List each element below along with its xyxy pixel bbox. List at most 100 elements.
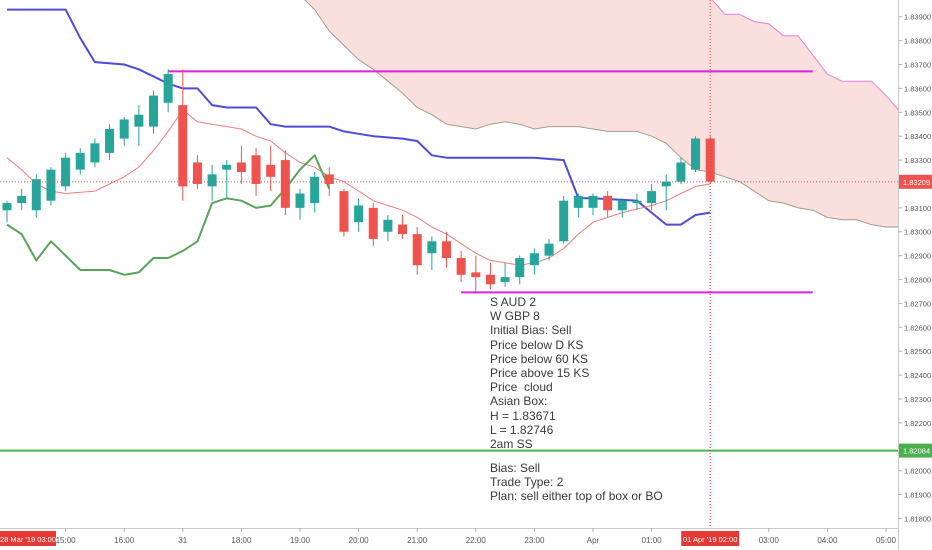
- x-cursor-badge: [681, 531, 740, 546]
- y-tick-label: 1.82500: [904, 347, 931, 356]
- candle: [119, 117, 129, 146]
- candle-body: [500, 277, 510, 282]
- candle: [383, 215, 393, 242]
- candle: [251, 148, 261, 196]
- x-start-badge: [0, 531, 56, 546]
- lagging-line: [6, 154, 331, 276]
- x-tick-label: 19:00: [290, 536, 311, 545]
- x-tick-label: 01:00: [642, 536, 663, 545]
- candle-body: [163, 74, 173, 103]
- candle-body: [2, 203, 12, 211]
- x-tick-label: 05:00: [876, 536, 897, 545]
- x-tick-label: 03:00: [759, 536, 780, 545]
- annotation-line: Bias: Sell: [490, 461, 541, 475]
- candle-body: [310, 176, 320, 204]
- candle-body: [456, 258, 466, 275]
- candle: [31, 174, 41, 218]
- level-label: 1.82084: [903, 447, 930, 456]
- annotation-block-2: Bias: Sell Trade Type: 2 Plan: sell either…: [490, 461, 663, 504]
- candle: [442, 231, 451, 268]
- y-tick-label: 1.83100: [904, 204, 931, 213]
- candle-body: [222, 164, 232, 170]
- annotation-line: Price below 60 KS: [490, 351, 589, 366]
- candle-body: [559, 200, 569, 242]
- candle: [295, 188, 305, 220]
- annotation-line: Trade Type: 2: [490, 475, 564, 490]
- candle-body: [442, 241, 451, 259]
- annotation-line: Asian Box:: [490, 394, 548, 409]
- candle-body: [324, 174, 334, 184]
- candle-body: [617, 200, 627, 211]
- candle-body: [485, 274, 495, 285]
- candle: [661, 174, 671, 211]
- candle-body: [31, 179, 41, 211]
- candle: [617, 198, 627, 218]
- y-tick-label: 1.82800: [904, 276, 931, 285]
- candle: [559, 195, 569, 244]
- x-cursor-label: 01 Apr '19 02:00: [683, 535, 737, 544]
- candle: [676, 157, 686, 184]
- candle-body: [280, 160, 290, 208]
- box-lines: [168, 70, 813, 294]
- x-tick-label: 23:00: [524, 536, 545, 545]
- candle-body: [119, 119, 129, 139]
- candle: [310, 172, 320, 213]
- candle: [412, 226, 422, 275]
- y-tick-label: 1.81800: [904, 514, 931, 523]
- candle: [588, 193, 598, 216]
- candle: [17, 188, 27, 211]
- candle-body: [647, 191, 657, 204]
- candle-body: [236, 162, 246, 173]
- ichimoku-cloud: [304, 0, 901, 227]
- y-tick-label: 1.82400: [904, 371, 931, 380]
- candle: [75, 148, 85, 175]
- candle-body: [251, 155, 261, 184]
- candle-body: [339, 191, 349, 232]
- candle-body: [398, 224, 408, 235]
- span-b-line: [711, 0, 901, 113]
- candle: [647, 183, 657, 211]
- candle-body: [105, 129, 115, 153]
- candle-body: [17, 195, 27, 204]
- candle: [178, 69, 188, 201]
- candle-body: [705, 138, 715, 182]
- candle-body: [295, 193, 305, 208]
- candle-body: [691, 138, 701, 170]
- price-axis-bg: [898, 0, 932, 550]
- candle-body: [661, 181, 671, 187]
- annotation-line: Price above 15 KS: [490, 366, 590, 381]
- x-tick-label: 20:00: [349, 536, 370, 545]
- candle-body: [573, 195, 583, 208]
- y-tick-label: 1.82900: [904, 252, 931, 261]
- annotation-line: Plan: sell either top of box or BO: [490, 489, 663, 504]
- y-tick-label: 1.83300: [904, 156, 931, 165]
- y-tick-label: 1.83800: [904, 37, 931, 46]
- candle: [368, 203, 378, 247]
- candle: [134, 105, 144, 146]
- candle: [149, 90, 158, 134]
- y-tick-label: 1.83900: [904, 13, 931, 22]
- y-tick-label: 1.82600: [904, 323, 931, 332]
- candle: [207, 164, 217, 201]
- candle: [354, 198, 364, 232]
- candle-body: [46, 169, 56, 201]
- y-tick-label: 1.82700: [904, 299, 931, 308]
- x-tick-label: Apr: [587, 536, 600, 545]
- last-price-badge: [899, 174, 932, 189]
- candle: [398, 215, 408, 239]
- level-badge: [899, 443, 932, 458]
- candle-body: [603, 195, 613, 211]
- candle-body: [266, 164, 276, 177]
- candle: [705, 136, 715, 184]
- candle: [46, 167, 56, 206]
- annotation-line: 2am SS: [490, 437, 533, 452]
- y-tick-label: 1.83000: [904, 228, 931, 237]
- candle: [515, 255, 525, 285]
- x-tick-label: 31: [178, 536, 187, 545]
- x-tick-label: 21:00: [407, 536, 428, 545]
- candle: [529, 248, 539, 275]
- y-tick-label: 1.83500: [904, 108, 931, 117]
- candle: [192, 155, 202, 189]
